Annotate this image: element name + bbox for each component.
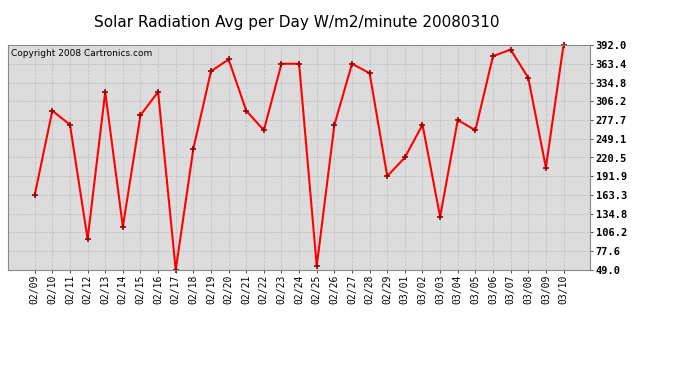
Text: Solar Radiation Avg per Day W/m2/minute 20080310: Solar Radiation Avg per Day W/m2/minute … [94,15,500,30]
Text: Copyright 2008 Cartronics.com: Copyright 2008 Cartronics.com [11,50,152,58]
